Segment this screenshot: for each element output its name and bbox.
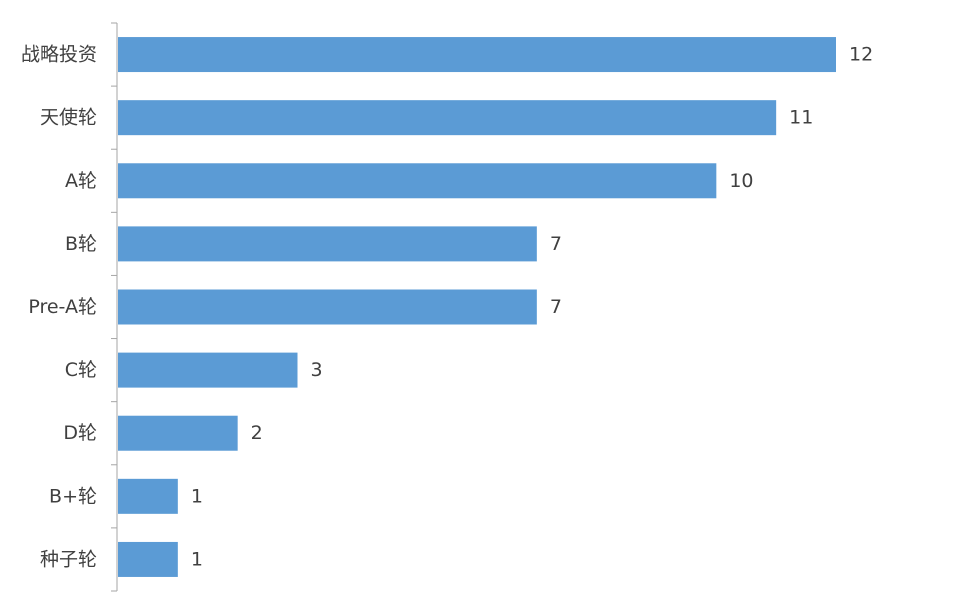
category-label: C轮 [65,359,97,381]
value-label: 1 [191,485,203,507]
category-label: 天使轮 [40,107,97,129]
category-label: B轮 [65,233,97,255]
value-label: 2 [251,422,263,444]
bar [118,37,836,73]
bars-group [118,37,836,577]
bar [118,163,717,199]
category-label: A轮 [65,170,97,192]
category-axis [111,22,118,592]
bar [118,226,537,262]
bar [118,352,298,388]
bar [118,478,178,514]
value-label: 11 [789,107,813,129]
value-label: 7 [550,233,562,255]
value-label: 10 [729,170,753,192]
value-label: 12 [849,44,873,66]
bar [118,415,238,451]
category-label: 种子轮 [40,548,97,570]
bar [118,541,178,577]
bar [118,289,537,325]
value-label: 3 [311,359,323,381]
category-label: Pre-A轮 [28,296,97,318]
category-label: B+轮 [49,485,97,507]
category-label: D轮 [63,422,97,444]
value-label: 1 [191,548,203,570]
bar [118,100,777,136]
value-label: 7 [550,296,562,318]
category-label: 战略投资 [21,44,97,66]
